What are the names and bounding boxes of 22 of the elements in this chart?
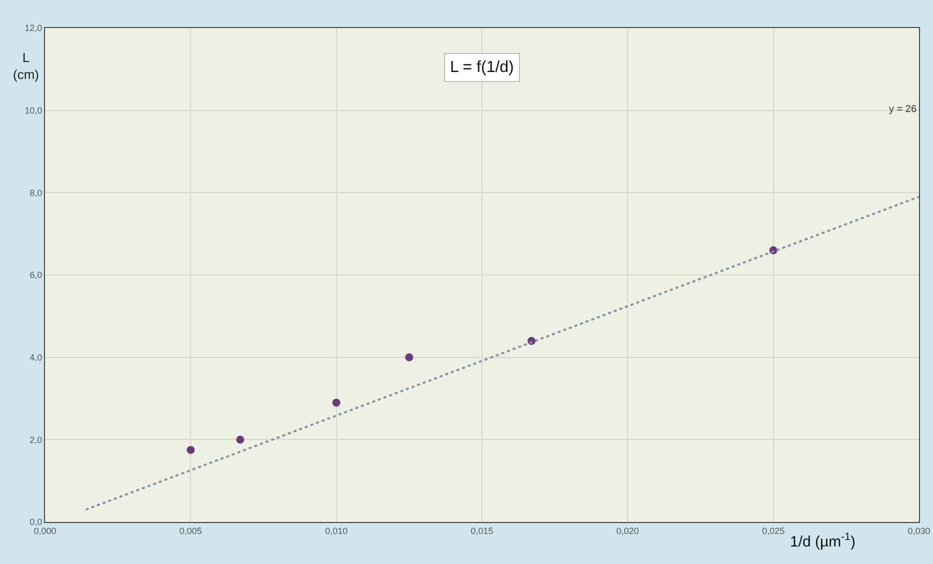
point [405,353,414,362]
y-tick-label: 6,0 [30,270,42,280]
annotation: y = 26 [889,104,917,115]
x-axis-title: 1/d (µm$^{-1}$) [790,531,856,550]
text: L = f(1/d) [450,59,514,76]
point [332,398,340,407]
y-tick-label: 12,0 [24,23,42,34]
point [236,436,244,444]
y-tick-label: 2,0 [30,434,42,445]
y-axis-title: L (cm) [13,50,39,82]
x-tick-label: 0,000 [34,526,56,536]
x-tick-label: 0,020 [616,526,639,536]
point [186,446,195,454]
x-tick-label: 0,005 [179,526,202,536]
x-tick-label: 0,025 [762,526,785,536]
x-tick-label: 0,030 [908,526,930,536]
y-tick-label: 4,0 [30,352,42,362]
x-tick-label: 0,015 [470,526,494,536]
y-tick-label: 8,0 [30,188,42,198]
y-tick-label: 0,0 [30,517,42,528]
y-tick-label: 10,0 [24,105,42,116]
x-tick-label: 0,010 [325,526,348,536]
